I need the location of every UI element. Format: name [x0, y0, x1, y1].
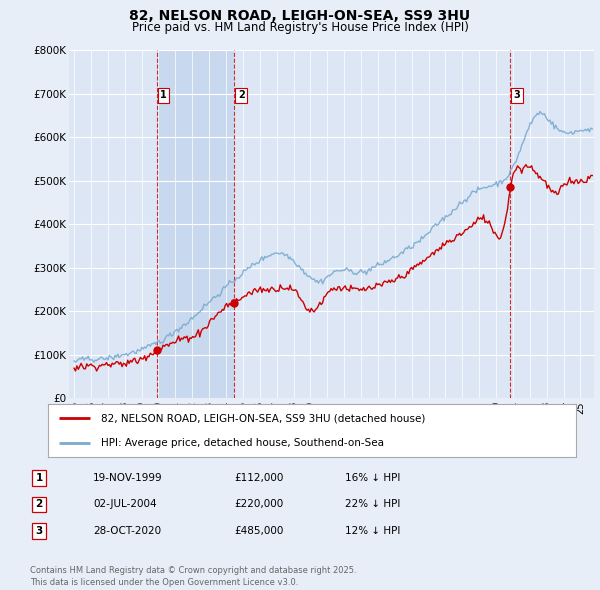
Text: 1: 1	[160, 90, 167, 100]
Text: 19-NOV-1999: 19-NOV-1999	[93, 473, 163, 483]
Text: 3: 3	[514, 90, 520, 100]
Text: 3: 3	[35, 526, 43, 536]
Bar	[510, 50, 594, 398]
Text: 82, NELSON ROAD, LEIGH-ON-SEA, SS9 3HU (detached house): 82, NELSON ROAD, LEIGH-ON-SEA, SS9 3HU (…	[101, 414, 425, 424]
Text: HPI: Average price, detached house, Southend-on-Sea: HPI: Average price, detached house, Sout…	[101, 438, 384, 448]
Text: 28-OCT-2020: 28-OCT-2020	[93, 526, 161, 536]
Text: 12% ↓ HPI: 12% ↓ HPI	[345, 526, 400, 536]
Text: 1: 1	[35, 473, 43, 483]
Text: £485,000: £485,000	[234, 526, 283, 536]
Text: 82, NELSON ROAD, LEIGH-ON-SEA, SS9 3HU: 82, NELSON ROAD, LEIGH-ON-SEA, SS9 3HU	[130, 9, 470, 23]
Text: Price paid vs. HM Land Registry's House Price Index (HPI): Price paid vs. HM Land Registry's House …	[131, 21, 469, 34]
Text: 16% ↓ HPI: 16% ↓ HPI	[345, 473, 400, 483]
Bar	[69, 50, 157, 398]
Text: 2: 2	[238, 90, 245, 100]
Text: £220,000: £220,000	[234, 500, 283, 509]
Text: 02-JUL-2004: 02-JUL-2004	[93, 500, 157, 509]
Bar	[157, 50, 235, 398]
Text: 22% ↓ HPI: 22% ↓ HPI	[345, 500, 400, 509]
Text: £112,000: £112,000	[234, 473, 283, 483]
Text: 2: 2	[35, 500, 43, 509]
Bar	[235, 50, 510, 398]
Text: Contains HM Land Registry data © Crown copyright and database right 2025.
This d: Contains HM Land Registry data © Crown c…	[30, 566, 356, 587]
